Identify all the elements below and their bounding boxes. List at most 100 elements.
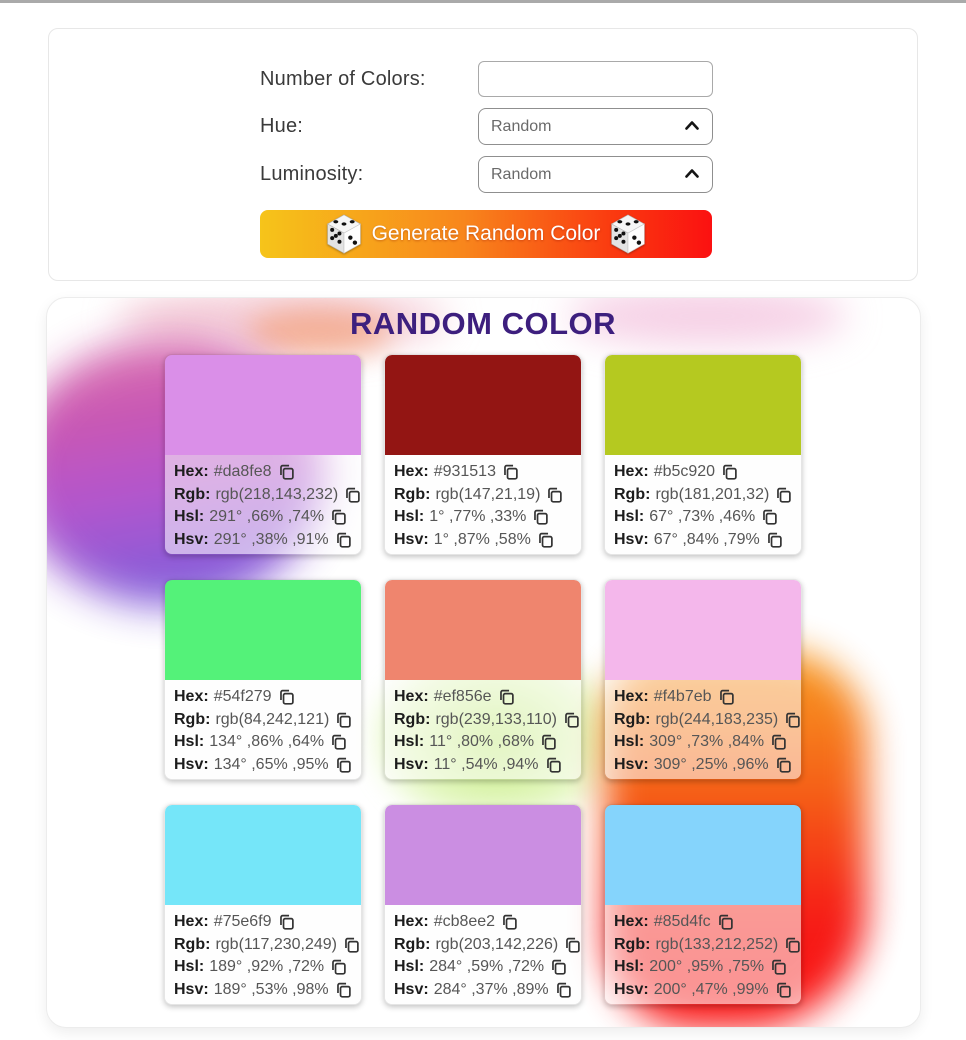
copy-icon bbox=[336, 532, 351, 548]
color-card: Hex: #75e6f9 Rgb: rgb(117,230,249) Hsl: … bbox=[164, 804, 362, 1005]
color-card: Hex: #cb8ee2 Rgb: rgb(203,142,226) Hsl: … bbox=[384, 804, 582, 1005]
copy-icon bbox=[565, 712, 579, 728]
copy-hsv-button[interactable] bbox=[775, 755, 792, 775]
copy-hsv-button[interactable] bbox=[537, 530, 554, 550]
generate-random-color-button[interactable]: Generate Random Color bbox=[260, 210, 712, 258]
copy-hex-button[interactable] bbox=[498, 687, 515, 707]
hsl-label: Hsl: bbox=[394, 508, 425, 526]
copy-rgb-button[interactable] bbox=[563, 710, 580, 730]
hex-row: Hex: #f4b7eb bbox=[614, 686, 792, 709]
copy-hex-button[interactable] bbox=[718, 687, 735, 707]
copy-hsl-button[interactable] bbox=[330, 732, 347, 752]
color-info: Hex: #da8fe8 Rgb: rgb(218,143,232) Hsl: … bbox=[165, 455, 361, 554]
copy-hex-button[interactable] bbox=[717, 912, 734, 932]
hsv-value: 200° ,47% ,99% bbox=[653, 980, 769, 998]
copy-hsv-button[interactable] bbox=[335, 980, 352, 1000]
copy-hex-button[interactable] bbox=[278, 912, 295, 932]
copy-hsv-button[interactable] bbox=[766, 530, 783, 550]
hsl-value: 1° ,77% ,33% bbox=[429, 508, 527, 526]
copy-hex-button[interactable] bbox=[501, 912, 518, 932]
copy-hsl-button[interactable] bbox=[532, 507, 549, 527]
hex-label: Hex: bbox=[614, 913, 649, 931]
hsv-value: 11° ,54% ,94% bbox=[433, 755, 539, 773]
hsl-value: 309° ,73% ,84% bbox=[649, 733, 765, 751]
rgb-row: Rgb: rgb(203,142,226) bbox=[394, 934, 580, 957]
rgb-value: rgb(133,212,252) bbox=[655, 935, 779, 953]
copy-rgb-button[interactable] bbox=[784, 710, 801, 730]
rgb-row: Rgb: rgb(239,133,110) bbox=[394, 709, 579, 732]
copy-rgb-button[interactable] bbox=[344, 485, 361, 505]
hex-row: Hex: #931513 bbox=[394, 461, 572, 484]
hex-row: Hex: #cb8ee2 bbox=[394, 911, 572, 934]
copy-hsl-button[interactable] bbox=[330, 957, 347, 977]
hsl-value: 189° ,92% ,72% bbox=[209, 958, 325, 976]
number-of-colors-input[interactable] bbox=[478, 61, 713, 97]
chevron-up-icon bbox=[684, 166, 700, 184]
copy-hex-button[interactable] bbox=[278, 462, 295, 482]
copy-hsv-button[interactable] bbox=[335, 530, 352, 550]
color-info: Hex: #b5c920 Rgb: rgb(181,201,32) Hsl: 6… bbox=[605, 455, 801, 554]
copy-hsl-button[interactable] bbox=[540, 732, 557, 752]
copy-rgb-button[interactable] bbox=[546, 485, 563, 505]
color-info: Hex: #75e6f9 Rgb: rgb(117,230,249) Hsl: … bbox=[165, 905, 361, 1004]
copy-hex-button[interactable] bbox=[278, 687, 295, 707]
rgb-value: rgb(218,143,232) bbox=[215, 485, 339, 503]
rgb-value: rgb(84,242,121) bbox=[215, 710, 330, 728]
hsv-value: 189° ,53% ,98% bbox=[213, 980, 329, 998]
copy-hsl-button[interactable] bbox=[330, 507, 347, 527]
hsl-value: 284° ,59% ,72% bbox=[429, 958, 545, 976]
copy-hsv-button[interactable] bbox=[545, 755, 562, 775]
color-info: Hex: #cb8ee2 Rgb: rgb(203,142,226) Hsl: … bbox=[385, 905, 581, 1004]
rgb-value: rgb(203,142,226) bbox=[435, 935, 559, 953]
hsl-row: Hsl: 291° ,66% ,74% bbox=[174, 506, 352, 529]
copy-hsv-button[interactable] bbox=[555, 980, 572, 1000]
hsv-label: Hsv: bbox=[174, 530, 209, 548]
hsv-row: Hsv: 1° ,87% ,58% bbox=[394, 529, 572, 552]
copy-hsl-button[interactable] bbox=[761, 507, 778, 527]
hsv-value: 284° ,37% ,89% bbox=[433, 980, 549, 998]
luminosity-select[interactable]: Random bbox=[478, 156, 713, 193]
copy-rgb-button[interactable] bbox=[775, 485, 792, 505]
color-swatch bbox=[165, 355, 361, 455]
hue-select[interactable]: Random bbox=[478, 108, 713, 145]
copy-hex-button[interactable] bbox=[502, 462, 519, 482]
rgb-value: rgb(117,230,249) bbox=[215, 935, 338, 953]
color-card: Hex: #54f279 Rgb: rgb(84,242,121) Hsl: 1… bbox=[164, 579, 362, 780]
rgb-row: Rgb: rgb(244,183,235) bbox=[614, 709, 800, 732]
copy-hsl-button[interactable] bbox=[550, 957, 567, 977]
rgb-label: Rgb: bbox=[174, 935, 211, 953]
hex-label: Hex: bbox=[394, 688, 429, 706]
copy-icon bbox=[566, 937, 580, 953]
hsv-value: 134° ,65% ,95% bbox=[213, 755, 329, 773]
copy-rgb-button[interactable] bbox=[564, 935, 581, 955]
chevron-up-icon bbox=[684, 118, 700, 136]
copy-rgb-button[interactable] bbox=[335, 710, 352, 730]
copy-icon bbox=[504, 465, 518, 480]
copy-icon bbox=[772, 735, 786, 750]
rgb-value: rgb(244,183,235) bbox=[655, 710, 779, 728]
copy-rgb-button[interactable] bbox=[784, 935, 801, 955]
hsv-value: 67° ,84% ,79% bbox=[653, 530, 760, 548]
copy-hsv-button[interactable] bbox=[775, 980, 792, 1000]
copy-hex-button[interactable] bbox=[721, 462, 738, 482]
copy-hsl-button[interactable] bbox=[770, 732, 787, 752]
rgb-row: Rgb: rgb(117,230,249) bbox=[174, 934, 359, 957]
color-card: Hex: #931513 Rgb: rgb(147,21,19) Hsl: 1°… bbox=[384, 354, 582, 555]
copy-hsl-button[interactable] bbox=[770, 957, 787, 977]
hex-label: Hex: bbox=[394, 463, 429, 481]
hsl-row: Hsl: 11° ,80% ,68% bbox=[394, 731, 572, 754]
rgb-row: Rgb: rgb(133,212,252) bbox=[614, 934, 800, 957]
copy-rgb-button[interactable] bbox=[343, 935, 360, 955]
hsl-label: Hsl: bbox=[174, 733, 205, 751]
hex-label: Hex: bbox=[614, 688, 649, 706]
hsl-row: Hsl: 284° ,59% ,72% bbox=[394, 956, 572, 979]
hex-row: Hex: #75e6f9 bbox=[174, 911, 352, 934]
hex-row: Hex: #85d4fc bbox=[614, 911, 792, 934]
color-card: Hex: #da8fe8 Rgb: rgb(218,143,232) Hsl: … bbox=[164, 354, 362, 555]
generate-button-label: Generate Random Color bbox=[371, 222, 601, 245]
hsv-value: 309° ,25% ,96% bbox=[653, 755, 769, 773]
copy-icon bbox=[499, 690, 514, 705]
copy-hsv-button[interactable] bbox=[335, 755, 352, 775]
hsl-value: 134° ,86% ,64% bbox=[209, 733, 325, 751]
